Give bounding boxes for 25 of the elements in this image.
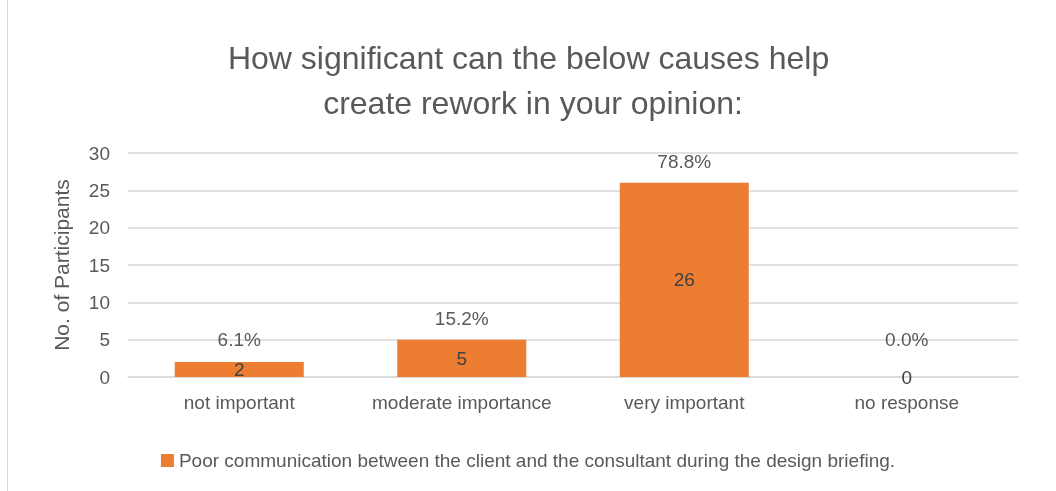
bar	[619, 182, 749, 377]
y-tick-label: 15	[88, 254, 110, 276]
data-label: 5	[456, 347, 468, 369]
y-tick-label: 20	[88, 217, 110, 239]
legend-label: Poor communication between the client and the consultant during the design briefing.	[178, 450, 896, 471]
x-tick-label: moderate importance	[371, 392, 552, 413]
data-label: 2	[233, 359, 245, 381]
y-tick-label: 25	[88, 179, 110, 201]
y-axis-title: No. of Participants	[50, 179, 73, 351]
y-tick-label: 30	[88, 142, 110, 164]
y-tick-label: 10	[88, 291, 110, 313]
annotation: 0.0%	[885, 329, 929, 350]
annotation: 15.2%	[434, 307, 489, 329]
x-tick-label: no response	[854, 392, 960, 413]
x-tick-label: very important	[624, 392, 746, 413]
data-label: 0	[901, 366, 913, 388]
x-tick-label: not important	[183, 392, 296, 413]
data-label: 26	[673, 269, 695, 291]
annotation: 78.8%	[657, 150, 712, 172]
y-tick-label: 5	[99, 329, 110, 351]
bar	[174, 362, 304, 377]
chart-title: How significant can the below causes help create rework in your opinion:	[227, 39, 839, 121]
y-tick-label: 0	[99, 366, 110, 388]
annotation: 6.1%	[217, 329, 262, 350]
bar	[397, 339, 527, 377]
